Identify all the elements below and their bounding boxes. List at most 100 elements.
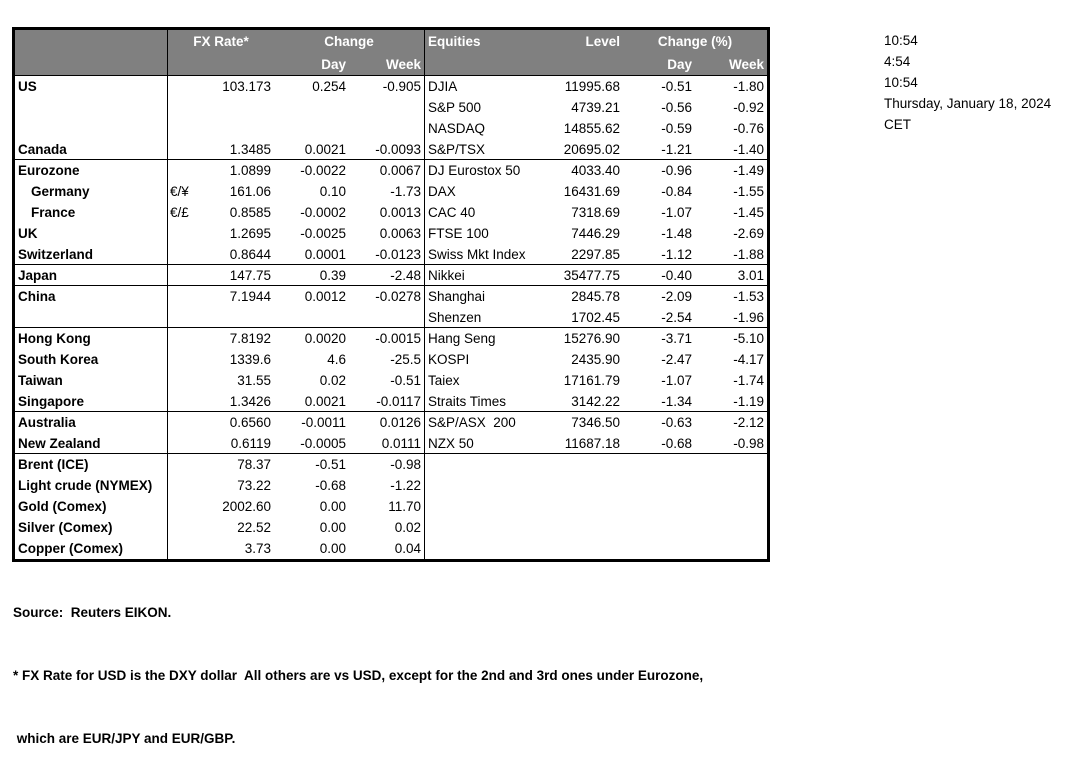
equity-change-week: -1.19 [733, 393, 764, 409]
equity-change-day: -1.07 [661, 205, 692, 220]
fx-rate-value: 1.0899 [229, 163, 271, 178]
currency-pair [168, 160, 202, 181]
fx-change-week: -0.0093 [349, 139, 425, 159]
currency-pair [168, 223, 202, 244]
fx-change-week: 0.0013 [349, 202, 425, 223]
region-header-blank [15, 30, 168, 53]
commodity-change-week: 0.02 [349, 517, 425, 538]
time-cet-1: 10:54 [884, 33, 918, 48]
equity-change-week: 3.01 [737, 267, 764, 283]
equity-change-day [623, 454, 695, 475]
equity-change-day [623, 496, 695, 517]
equity-name: Taiex [428, 373, 460, 388]
table-row-germany: Germany €/¥ 161.06 0.10 -1.73 DAX 16431.… [15, 181, 767, 202]
fx-day-header: Day [321, 56, 346, 72]
fx-rate-value: 0.6560 [229, 415, 271, 430]
equity-change-week: -2.69 [733, 226, 764, 241]
equity-name: FTSE 100 [428, 226, 489, 241]
table-row-shenzen: Shenzen 1702.45 -2.54 -1.96 [15, 307, 767, 328]
currency-pair [168, 370, 202, 391]
equity-level: 11687.18 [564, 435, 620, 451]
equity-name: DJIA [428, 79, 458, 94]
fx-change-week: -0.0015 [349, 328, 425, 349]
currency-pair [168, 307, 202, 327]
region-label: Switzerland [15, 244, 168, 264]
fx-change-week: -0.51 [349, 370, 425, 391]
currency-pair [168, 139, 202, 159]
equity-change-week: -1.49 [733, 163, 764, 178]
table-row-japan: Japan 147.75 0.39 -2.48 Nikkei 35477.75 … [15, 265, 767, 286]
fx-change-day: 0.02 [319, 373, 346, 388]
fx-change-day [274, 307, 349, 327]
date-text: Thursday, January 18, 2024 [884, 96, 1052, 111]
currency-pair [168, 265, 202, 285]
equity-name [425, 454, 541, 475]
equity-change-day [623, 538, 695, 559]
commodity-price: 78.37 [237, 457, 271, 472]
table-row-lightcrude: Light crude (NYMEX) 73.22 -0.68 -1.22 [15, 475, 767, 496]
fx-change-week: 0.0126 [349, 412, 425, 433]
region-label: China [15, 286, 168, 307]
fx-change-day: 0.0020 [304, 331, 346, 346]
currency-pair [168, 97, 202, 118]
region-label: Taiwan [15, 370, 168, 391]
equity-change-day: -0.59 [661, 121, 692, 136]
currency-pair [168, 496, 202, 517]
commodity-label: Gold (Comex) [15, 496, 168, 517]
fx-rate-value: 0.8644 [229, 246, 271, 262]
region-subheader-blank [15, 53, 168, 75]
equity-level: 2845.78 [571, 289, 620, 304]
equity-change-week: -1.96 [733, 309, 764, 325]
equity-level: 20695.02 [563, 141, 620, 157]
fx-change-day: 0.0012 [304, 289, 346, 304]
currency-pair [168, 391, 202, 411]
fx-rate-value [202, 118, 274, 139]
equity-change-day: -1.34 [661, 393, 692, 409]
region-label [15, 118, 168, 139]
fx-rate-value: 0.6119 [230, 435, 271, 451]
commodity-price: 2002.60 [222, 499, 271, 514]
commodity-change-day: 0.00 [319, 520, 346, 535]
region-label: Hong Kong [15, 328, 168, 349]
equity-change-week: -1.45 [733, 205, 764, 220]
fx-rate-value: 147.75 [229, 267, 271, 283]
fx-change-day [274, 97, 349, 118]
timezone-label: CET [884, 117, 911, 132]
equity-change-day: -2.54 [661, 309, 692, 325]
market-data-table: FX Rate* Change Equities Level Change (%… [12, 27, 770, 562]
fx-change-day: -0.0011 [301, 415, 346, 430]
equity-change-week: -0.92 [733, 100, 764, 115]
table-row-france: France €/£ 0.8585 -0.0002 0.0013 CAC 40 … [15, 202, 767, 223]
equity-name: S&P/ASX 200 [428, 415, 516, 430]
fx-change-week: -2.48 [349, 265, 425, 285]
fx-change-week [349, 307, 425, 327]
equity-change-week: -1.55 [733, 184, 764, 199]
fx-change-day: -0.0022 [300, 163, 346, 178]
fx-rate-subheader-blank [168, 53, 274, 75]
equity-name: DAX [428, 184, 456, 199]
equity-name: Hang Seng [428, 331, 496, 346]
commodity-label: Light crude (NYMEX) [15, 475, 168, 496]
currency-pair [168, 538, 202, 559]
region-label [15, 307, 168, 327]
region-label: New Zealand [15, 433, 168, 453]
currency-pair [168, 475, 202, 496]
fx-change-week [349, 97, 425, 118]
equity-level: 3142.22 [571, 393, 620, 409]
equity-name: Straits Times [428, 393, 507, 409]
table-row: NASDAQ 14855.62 -0.59 -0.76 [15, 118, 767, 139]
fx-rate-value: 7.1944 [229, 289, 271, 304]
eq-week-header: Week [728, 56, 764, 72]
equity-name: KOSPI [428, 352, 470, 367]
change-pct-header: Change (%) [657, 34, 733, 49]
fx-change-day: 0.10 [319, 184, 346, 199]
region-label [15, 97, 168, 118]
level-header: Level [585, 34, 620, 49]
equity-change-week [695, 475, 767, 496]
equity-change-day: -2.09 [661, 289, 692, 304]
equity-change-day: -1.21 [661, 141, 692, 157]
table-row-newzealand: New Zealand 0.6119 -0.0005 0.0111 NZX 50… [15, 433, 767, 454]
table-header: FX Rate* Change Equities Level Change (%… [15, 30, 767, 76]
timestamp-block: 10:54 4:54 10:54 Thursday, January 18, 2… [884, 30, 1051, 135]
region-label: Germany [15, 181, 168, 202]
